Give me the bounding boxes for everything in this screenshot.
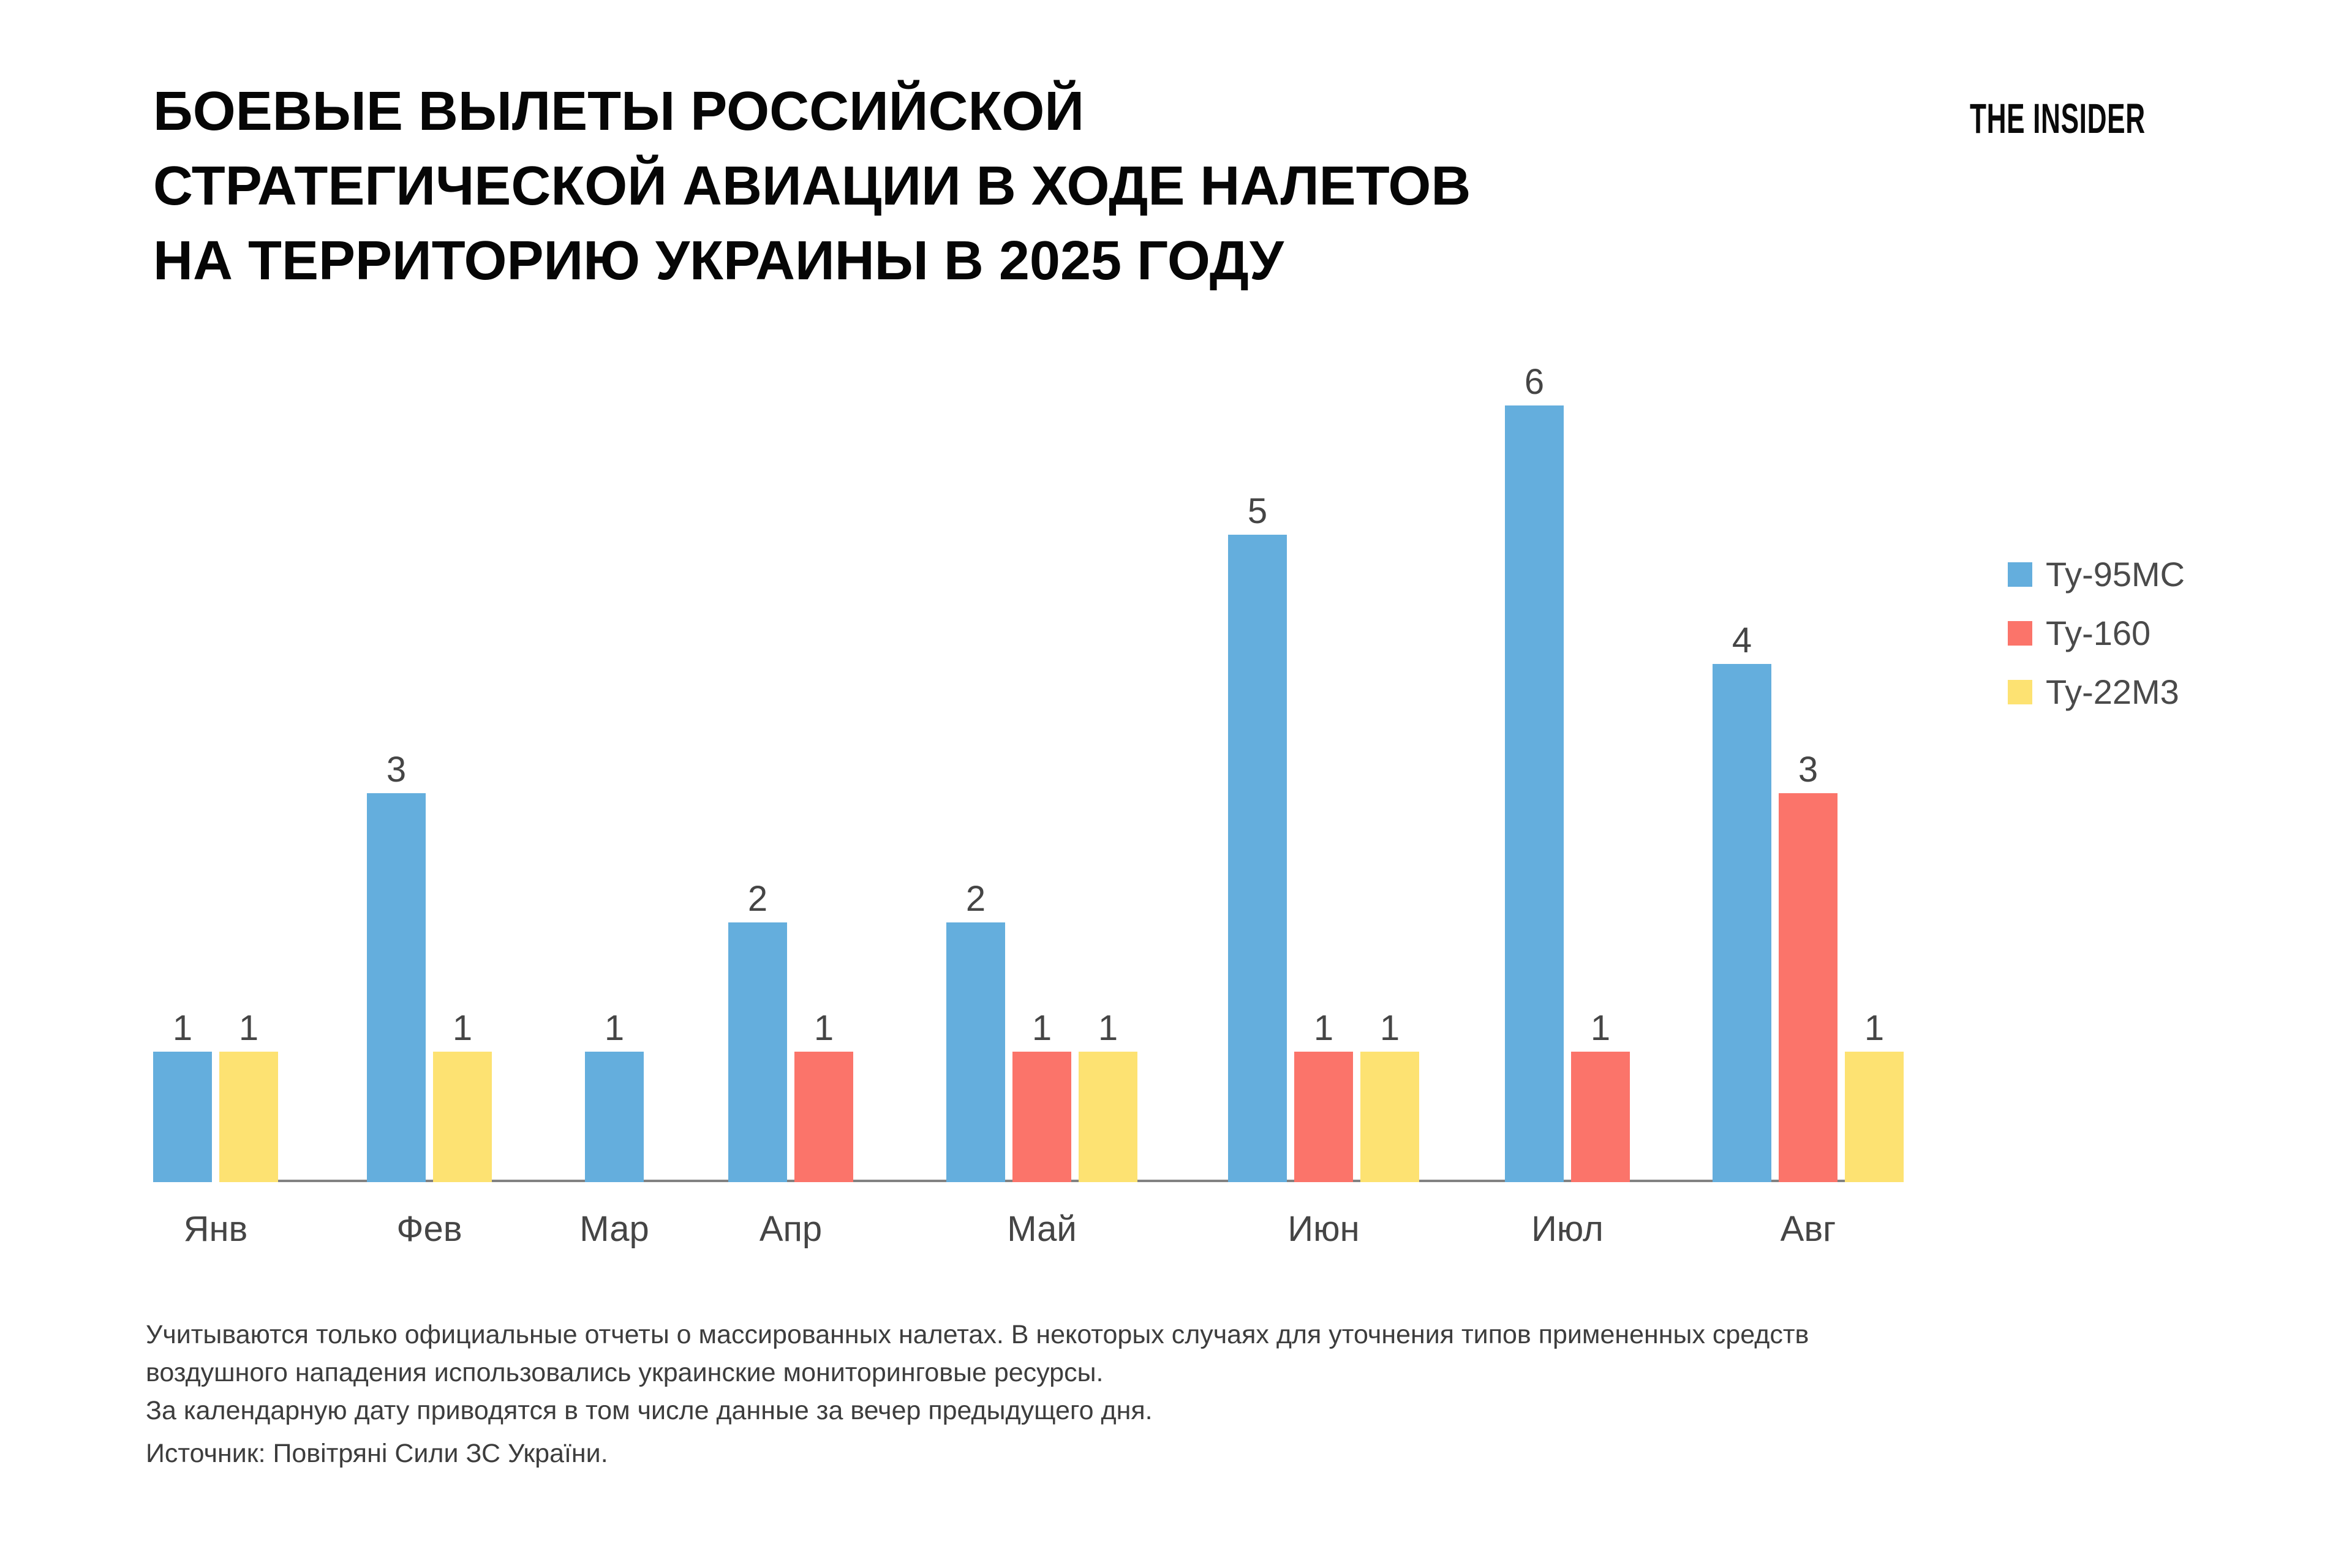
bar-value-label: 3: [1798, 750, 1819, 790]
bar-value-label: 1: [604, 1008, 625, 1048]
bar: [585, 1052, 644, 1182]
legend: Ту-95МС Ту-160 Ту-22М3: [2008, 555, 2185, 739]
bar: [946, 922, 1005, 1182]
bar: [1713, 664, 1771, 1182]
bar-value-label: 3: [386, 750, 407, 790]
bar-value-label: 2: [965, 879, 986, 919]
x-axis-label: Авг: [1780, 1209, 1836, 1249]
bar-value-label: 1: [452, 1008, 473, 1048]
x-axis-label: Май: [1007, 1209, 1077, 1249]
legend-swatch: [2008, 680, 2032, 704]
bar: [1228, 535, 1287, 1182]
bar: [153, 1052, 212, 1182]
bar-value-label: 6: [1524, 362, 1545, 402]
bar-value-label: 1: [238, 1008, 259, 1048]
legend-item: Ту-160: [2008, 614, 2185, 652]
bar-value-label: 1: [1590, 1008, 1611, 1048]
bar: [1845, 1052, 1904, 1182]
legend-swatch: [2008, 562, 2032, 587]
legend-label: Ту-22М3: [2046, 673, 2179, 711]
bar: [728, 922, 787, 1182]
footnote-line-1: Учитываются только официальные отчеты о …: [146, 1320, 1809, 1349]
x-axis-label: Фев: [396, 1209, 462, 1249]
legend-label: Ту-95МС: [2046, 555, 2185, 594]
bar: [1012, 1052, 1071, 1182]
bar-value-label: 1: [1864, 1008, 1885, 1048]
bar: [1294, 1052, 1353, 1182]
x-axis-label: Июн: [1287, 1209, 1360, 1249]
bar-value-label: 1: [172, 1008, 193, 1048]
bar: [433, 1052, 492, 1182]
bar: [1079, 1052, 1137, 1182]
bar: [1360, 1052, 1419, 1182]
page-title-line-3: НА ТЕРРИТОРИЮ УКРАИНЫ В 2025 ГОДУ: [153, 230, 1284, 292]
the-insider-logo: THE INSIDER: [1970, 95, 2146, 142]
legend-item: Ту-95МС: [2008, 555, 2185, 594]
footnote-line-2: воздушного нападения использовались укра…: [146, 1358, 1104, 1387]
bar: [367, 793, 426, 1182]
x-axis-label: Янв: [183, 1209, 248, 1249]
bar-value-label: 1: [1379, 1008, 1400, 1048]
footnote-line-3: За календарную дату приводятся в том чис…: [146, 1396, 1153, 1425]
x-axis-label: Мар: [579, 1209, 649, 1249]
legend-label: Ту-160: [2046, 614, 2151, 652]
footnote: Учитываются только официальные отчеты о …: [146, 1316, 1809, 1430]
bar: [1779, 793, 1838, 1182]
bar-value-label: 1: [1031, 1008, 1052, 1048]
x-axis-label: Июл: [1531, 1209, 1604, 1249]
bar-value-label: 1: [813, 1008, 834, 1048]
page-title-line-1: БОЕВЫЕ ВЫЛЕТЫ РОССИЙСКОЙ: [153, 81, 1085, 142]
legend-swatch: [2008, 621, 2032, 646]
source-note: Источник: Повітряні Сили ЗС України.: [146, 1439, 608, 1468]
legend-item: Ту-22М3: [2008, 673, 2185, 711]
bar-value-label: 4: [1732, 620, 1752, 660]
x-axis-label: Апр: [759, 1209, 823, 1249]
bar-value-label: 1: [1313, 1008, 1334, 1048]
bar-value-label: 5: [1247, 491, 1268, 531]
bar: [794, 1052, 853, 1182]
bar: [1571, 1052, 1630, 1182]
page-title-line-2: СТРАТЕГИЧЕСКОЙ АВИАЦИИ В ХОДЕ НАЛЕТОВ: [153, 156, 1471, 217]
page-title: БОЕВЫЕ ВЫЛЕТЫ РОССИЙСКОЙ СТРАТЕГИЧЕСКОЙ …: [153, 74, 1471, 298]
bar-value-label: 2: [747, 879, 768, 919]
bar: [1505, 405, 1564, 1182]
bar: [219, 1052, 278, 1182]
bar-value-label: 1: [1098, 1008, 1118, 1048]
